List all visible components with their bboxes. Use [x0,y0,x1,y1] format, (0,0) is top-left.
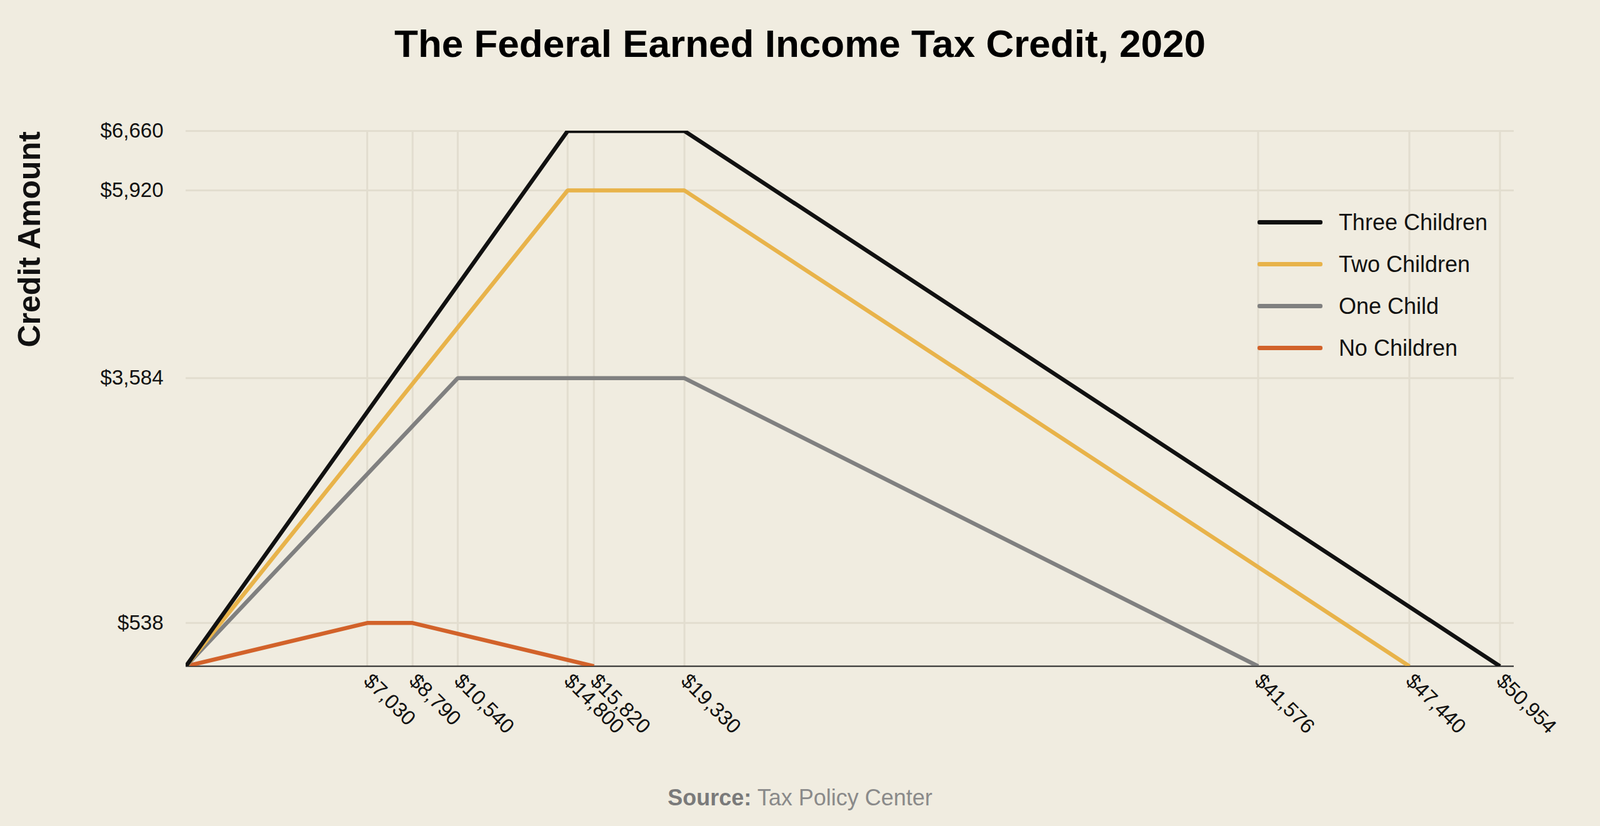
html-text:Source: Tax Policy Center: Source: Tax Policy Center [667,784,933,810]
svg-text:$14,800: $14,800 [559,668,629,738]
html-text:The Federal Earned Income Tax: The Federal Earned Income Tax Credit, 20… [394,21,1206,65]
html-text:One Child: One Child [1338,292,1439,319]
svg-text:$8,790: $8,790 [404,668,466,730]
html-text:Two Children: Two Children [1338,250,1470,277]
html-text:No Children: No Children [1338,334,1458,361]
svg-text:$6,660: $6,660 [100,118,164,142]
svg-text:$47,440: $47,440 [1401,668,1472,739]
svg-text:$15,820: $15,820 [586,668,656,739]
svg-text:$3,584: $3,584 [100,365,164,389]
svg-text:$10,540: $10,540 [450,668,520,739]
svg-text:$19,330: $19,330 [676,668,747,739]
svg-text:$41,576: $41,576 [1250,668,1320,739]
svg-text:$50,954: $50,954 [1492,668,1562,739]
svg-text:$7,030: $7,030 [359,668,421,730]
svg-text:$5,920: $5,920 [100,178,164,202]
svg-text:$538: $538 [117,610,164,634]
html-text:Three Children: Three Children [1338,209,1488,235]
svg-text:Credit Amount: Credit Amount [11,131,47,348]
